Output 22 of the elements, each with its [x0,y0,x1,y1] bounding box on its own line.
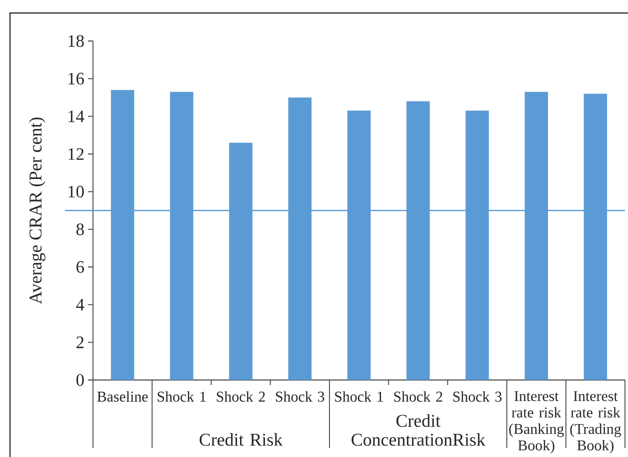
y-tick-label: 12 [68,148,84,160]
x-tick-label: Shock 2 [216,391,265,402]
y-tick-label: 10 [68,186,84,198]
y-tick-label: 4 [76,298,84,310]
y-tick-label: 6 [76,261,84,273]
y-tick-label: 2 [76,336,84,348]
x-tick-label: Shock 1 [158,391,206,402]
x-tick-label: Shock 3 [276,391,324,402]
y-tick-label: 0 [76,374,84,386]
x-tick-label: Baseline [97,391,148,402]
y-tick-label: 16 [68,72,84,85]
y-tick-label: 18 [68,35,84,47]
y-tick-label: 8 [76,223,84,236]
x-tick-label: Interest rate risk (Banking Book) [509,391,564,454]
text: Credit Risk [200,433,283,446]
x-tick-label: Shock 2 [394,391,442,402]
x-tick-label: Shock 1 [335,391,384,402]
y-tick-label: 14 [68,110,84,122]
x-tick-label: Interest rate risk (Trading Book) [570,391,622,454]
text: Credit ConcentrationRisk [352,414,486,446]
y-axis-title: Average CRAR (Per cent) [28,118,46,304]
x-tick-label: Shock 3 [453,391,502,402]
